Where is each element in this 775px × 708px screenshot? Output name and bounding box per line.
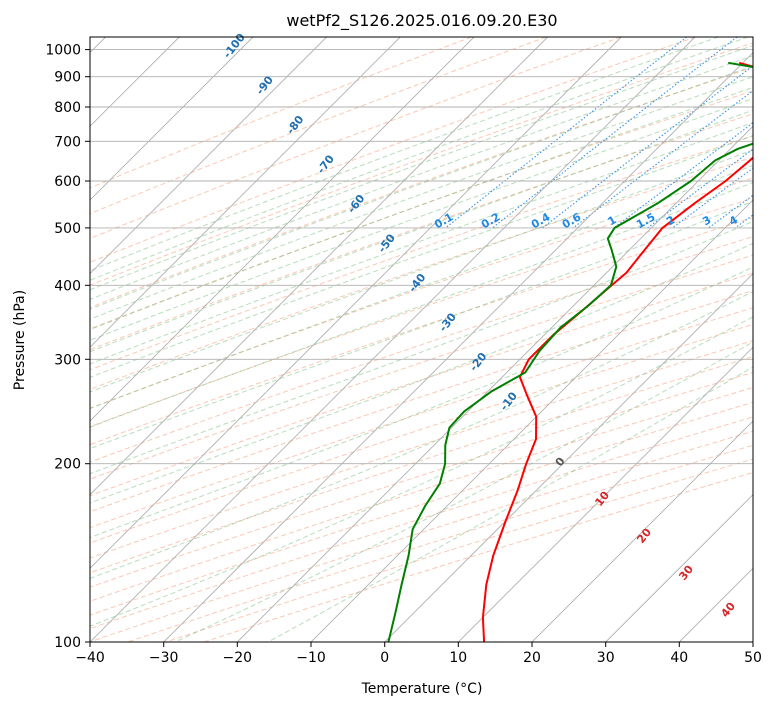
x-tick-label: −20 (223, 650, 253, 666)
isotherm-line (605, 494, 753, 642)
dewpoint-line (387, 61, 753, 642)
moist-adiabat (90, 44, 753, 291)
y-tick-label: 400 (54, 278, 81, 294)
moist-adiabat (90, 164, 753, 409)
moist-adiabat (90, 109, 753, 353)
dry-adiabat (90, 340, 753, 559)
x-axis-label: Temperature (°C) (361, 681, 483, 697)
moist-adiabat (90, 37, 719, 272)
dry-adiabat (90, 307, 753, 529)
temperature-line (481, 61, 753, 642)
isotherm-line (90, 37, 254, 201)
x-tick-label: 0 (380, 650, 389, 666)
dry-adiabat (90, 37, 622, 239)
plot-area-background (90, 37, 753, 642)
moist-adiabat (90, 86, 753, 331)
y-tick-label: 100 (54, 635, 81, 651)
isotherm-line (90, 37, 401, 348)
moist-adiabat (90, 122, 753, 365)
moist-adiabat (90, 149, 753, 393)
dry-adiabat (90, 272, 753, 497)
y-tick-label: 900 (54, 70, 81, 86)
isotherm-line (90, 37, 696, 642)
dry-adiabat (90, 113, 753, 351)
x-tick-label: 20 (523, 650, 541, 666)
mixing-ratio-line (613, 122, 753, 229)
isotherm-line (90, 37, 548, 496)
mixing-ratio-line (542, 65, 753, 229)
x-tick-label: −10 (296, 650, 326, 666)
y-tick-label: 800 (54, 100, 81, 116)
moist-adiabat (90, 200, 753, 450)
dry-adiabat (90, 156, 753, 390)
y-axis-ticks: 1000 900 800 700 600 500 400 300 200 100 (45, 43, 90, 651)
isotherm-line (531, 420, 753, 642)
isotherm-line (90, 37, 327, 275)
y-tick-label: 700 (54, 134, 81, 150)
x-tick-label: 50 (744, 650, 762, 666)
isotherm-line (384, 273, 753, 642)
y-tick-label: 200 (54, 457, 81, 473)
dry-adiabat (90, 254, 753, 480)
moist-adiabat (90, 135, 753, 378)
y-tick-label: 1000 (45, 43, 81, 59)
x-axis-ticks: −40 −30 −20 −10 0 10 20 30 40 50 (75, 642, 762, 666)
dry-adiabat (90, 356, 753, 574)
x-tick-label: 40 (670, 650, 688, 666)
y-tick-label: 300 (54, 352, 81, 368)
dry-adiabat (90, 386, 753, 602)
chart-title: wetPf2_S126.2025.016.09.20.E30 (286, 11, 557, 31)
moist-adiabat (90, 266, 753, 539)
moist-adiabat (267, 366, 753, 642)
dry-adiabat (90, 323, 753, 544)
isotherm-line (90, 37, 622, 569)
isotherm-line (163, 51, 753, 642)
mixing-ratio-line (492, 37, 738, 229)
y-axis-label: Pressure (hPa) (12, 290, 28, 390)
dry-adiabat (90, 290, 753, 513)
mixing-ratio-line (672, 167, 753, 229)
plot-frame (89, 36, 754, 643)
moist-adiabat (90, 55, 753, 300)
sounding-lines (387, 61, 753, 642)
x-tick-label: 30 (597, 650, 615, 666)
x-tick-label: −40 (75, 650, 105, 666)
background-lines (90, 37, 753, 642)
dry-adiabat (90, 66, 753, 309)
moist-adiabat (174, 341, 753, 642)
y-tick-label: 600 (54, 174, 81, 190)
moist-adiabat (90, 242, 753, 504)
dry-adiabat (90, 42, 753, 286)
dry-adiabat (90, 371, 753, 588)
moist-adiabat (90, 181, 753, 428)
moist-adiabat (90, 98, 753, 341)
grid-lines (90, 37, 753, 642)
isotherm-line (457, 346, 753, 642)
x-tick-label: −30 (149, 650, 179, 666)
isotherm-line (236, 125, 753, 642)
moist-adiabat (90, 65, 753, 310)
x-tick-label: 10 (449, 650, 467, 666)
y-tick-label: 500 (54, 221, 81, 237)
mixing-ratio-line (445, 37, 688, 229)
isotherm-line (90, 37, 475, 422)
